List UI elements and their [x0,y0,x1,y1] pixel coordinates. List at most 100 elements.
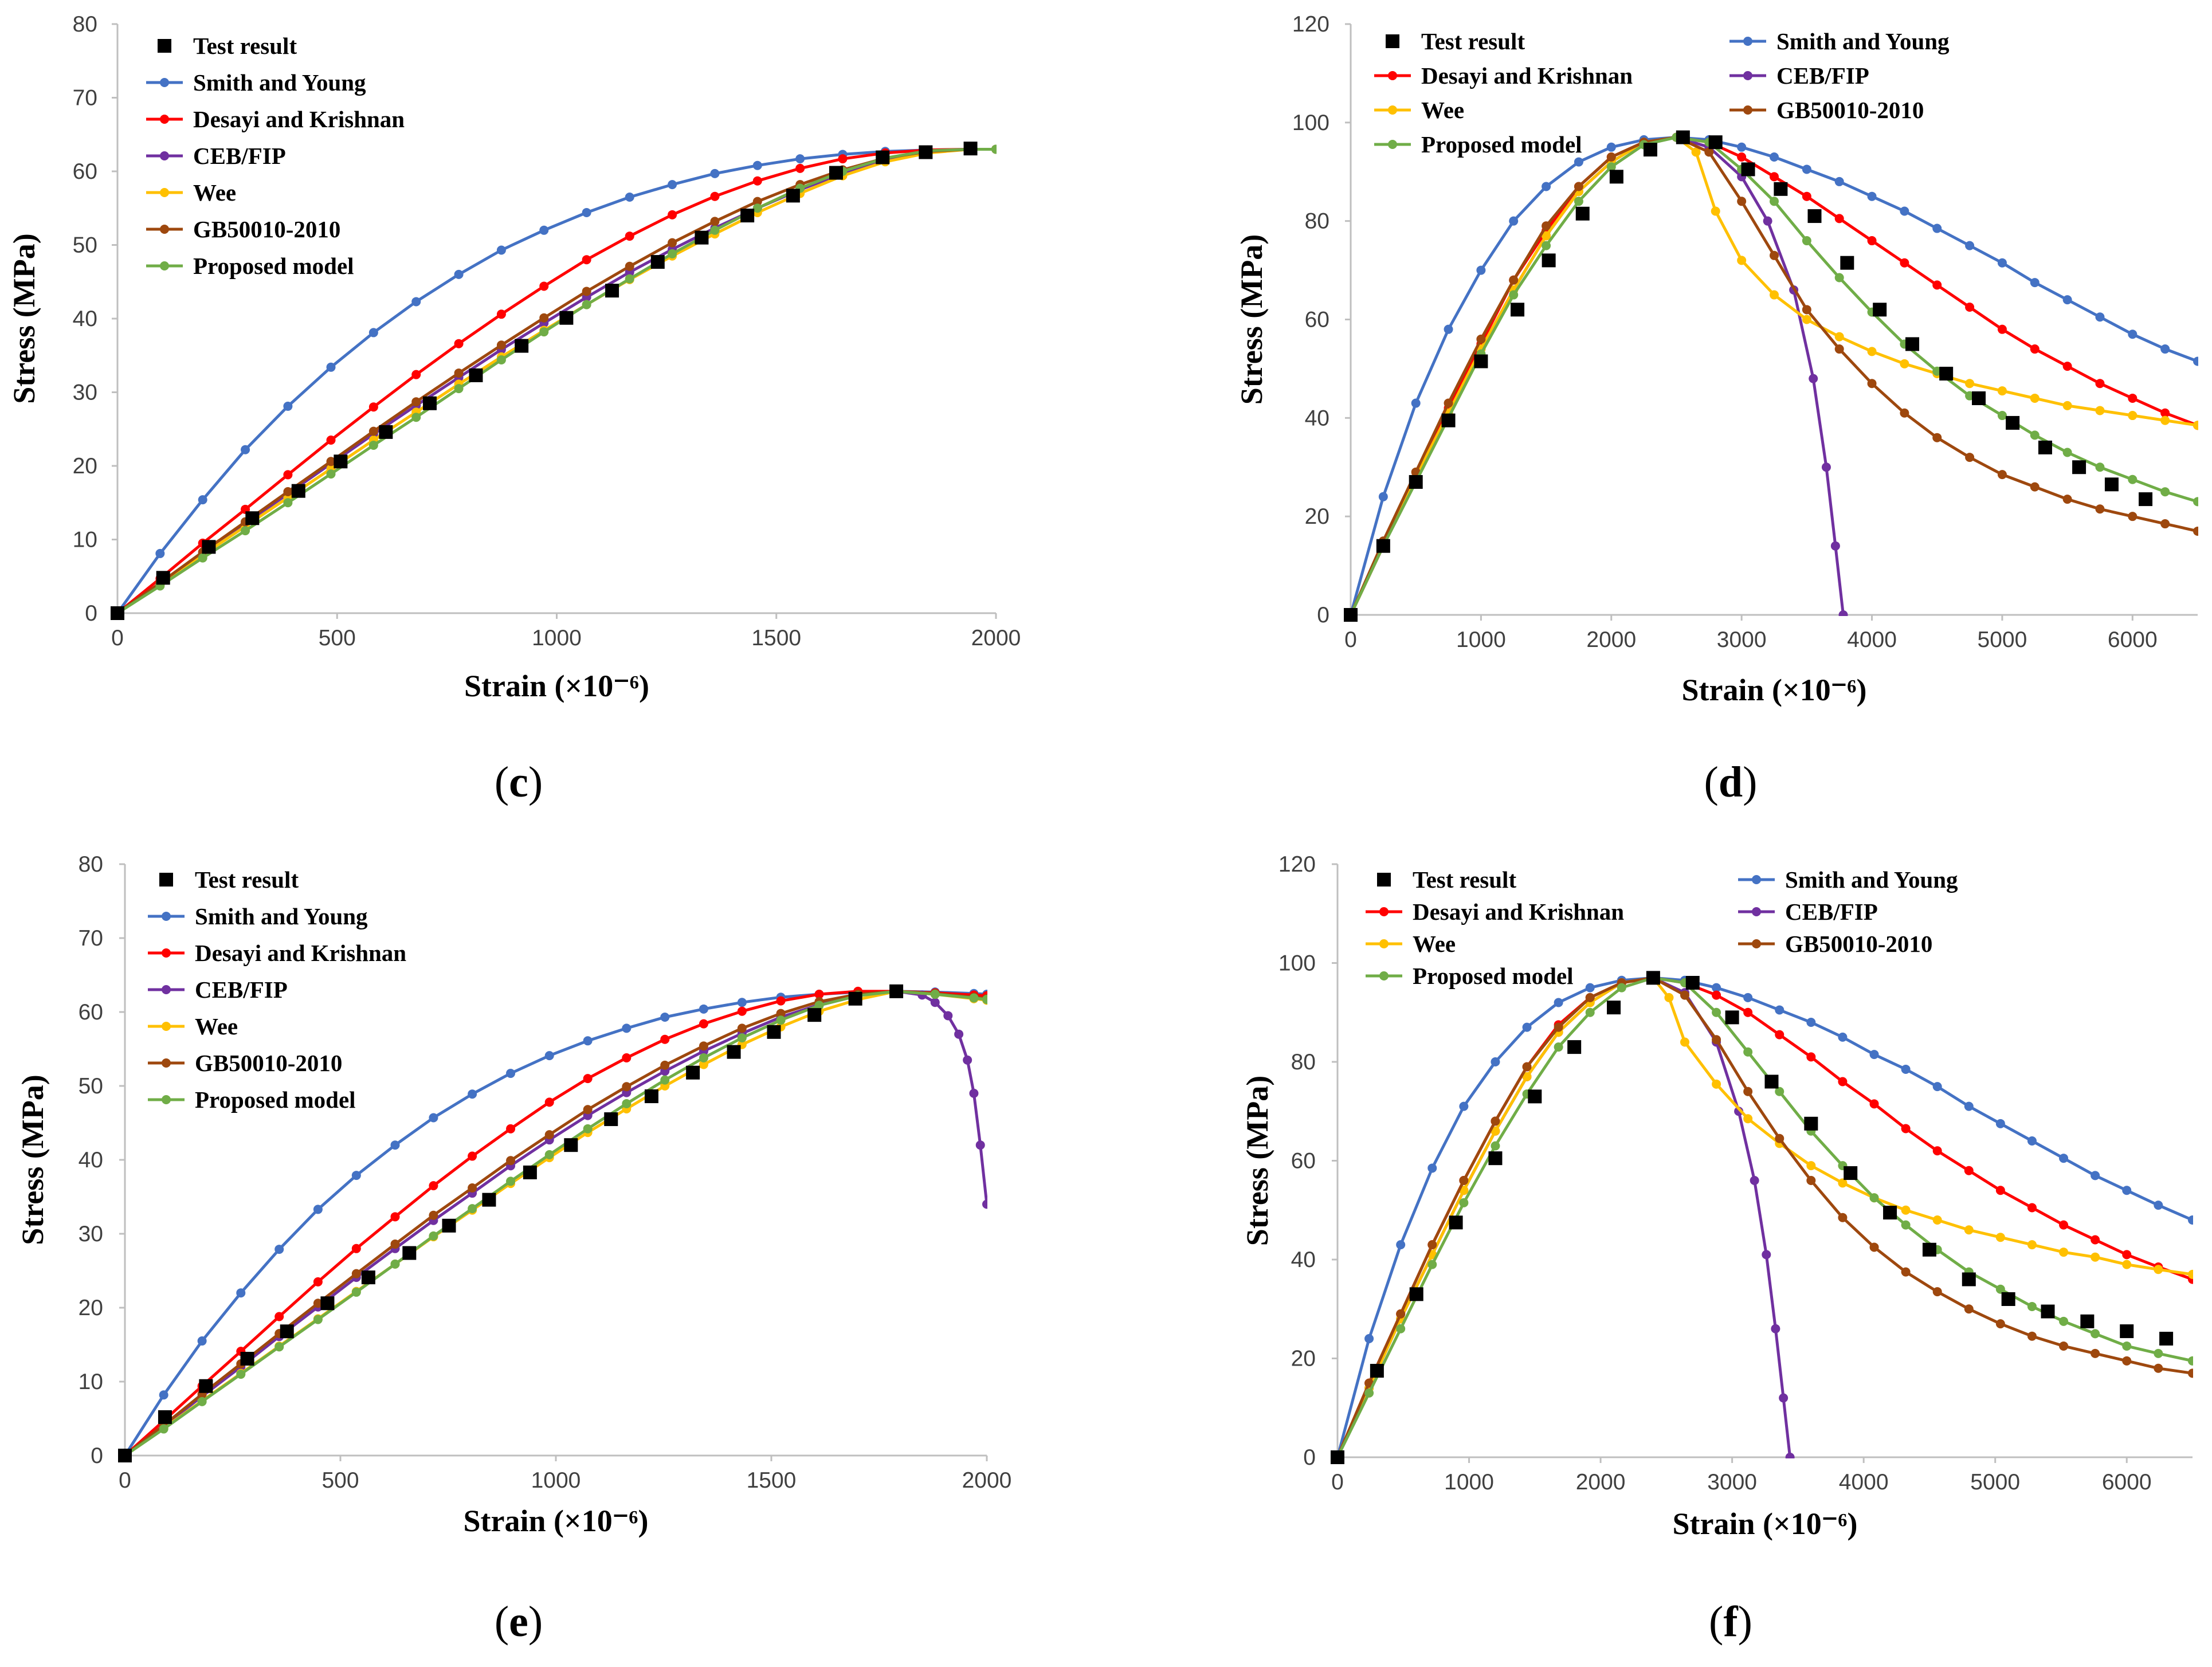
data-point-proposed-model [274,1342,284,1352]
data-point-desayi-and-krishnan [660,1034,670,1044]
data-point-desayi-and-krishnan [539,281,549,291]
data-point-test-result [245,511,260,525]
data-point-gb50010-2010 [326,457,336,466]
data-point-gb50010-2010 [2122,1356,2132,1366]
data-point-gb50010-2010 [2160,519,2170,529]
y-tick-label: 80 [1291,1050,1316,1074]
data-point-test-result [1873,303,1887,317]
legend-marker [1377,873,1391,887]
data-point-smith-and-young [795,154,805,164]
data-point-test-result [650,255,665,269]
y-tick-label: 30 [79,1222,103,1246]
data-point-test-result [334,454,348,469]
legend-item-test-result: Test result [158,33,297,59]
y-tick-label: 100 [1278,951,1316,976]
y-tick-label: 60 [1291,1149,1316,1174]
data-point-proposed-model [429,1231,438,1241]
data-point-proposed-model [2062,448,2072,457]
data-point-gb50010-2010 [351,1269,361,1278]
data-point-desayi-and-krishnan [1834,214,1844,223]
data-point-gb50010-2010 [1444,398,1453,408]
series-line-gb50010-2010 [1351,136,2198,616]
data-point-smith-and-young [1932,223,1942,233]
x-tick-label: 1000 [531,1468,581,1493]
data-point-ceb-fip [1763,216,1772,226]
data-point-proposed-model [468,1204,477,1214]
data-point-proposed-model [390,1259,400,1269]
data-point-smith-and-young [1427,1163,1437,1173]
data-point-test-result [1708,135,1723,150]
data-point-smith-and-young [429,1113,438,1123]
data-point-test-result [1905,337,1920,351]
data-point-test-result [559,311,574,325]
data-point-test-result [1331,1450,1344,1464]
data-point-gb50010-2010 [582,287,591,296]
legend-label: Desayi and Krishnan [1421,62,1633,89]
data-point-smith-and-young [1932,1082,1942,1092]
y-tick-label: 0 [85,601,97,626]
series-line-desayi-and-krishnan [1351,136,2198,616]
data-point-proposed-model [544,1150,554,1159]
data-point-proposed-model [198,553,207,563]
data-point-smith-and-young [2091,1171,2100,1180]
data-point-test-result [1511,303,1525,317]
data-point-gb50010-2010 [752,197,762,206]
y-tick-label: 0 [1317,603,1329,627]
legend-label: CEB/FIP [1785,899,1878,925]
data-point-desayi-and-krishnan [752,176,762,186]
data-point-wee [1834,332,1844,342]
data-point-desayi-and-krishnan [795,163,805,173]
data-point-desayi-and-krishnan [496,309,506,319]
legend-label: Smith and Young [1785,866,1958,893]
data-point-desayi-and-krishnan [368,402,378,412]
data-point-desayi-and-krishnan [1743,1007,1753,1017]
data-point-desayi-and-krishnan [313,1277,323,1286]
data-point-test-result [807,1008,822,1022]
data-point-wee [1712,1079,1721,1089]
data-point-desayi-and-krishnan [1932,280,1942,290]
legend-marker [162,1095,171,1104]
data-point-smith-and-young [198,495,207,505]
data-point-proposed-model [1396,1324,1406,1333]
data-point-gb50010-2010 [1396,1309,1406,1319]
data-point-test-result [876,150,890,164]
data-point-test-result [1344,608,1358,622]
data-point-smith-and-young [2059,1154,2069,1163]
data-point-test-result [469,368,483,382]
data-point-wee [1965,379,1975,389]
data-point-smith-and-young [1585,983,1595,993]
data-point-wee [1802,315,1811,324]
legend-marker [1743,37,1752,46]
data-point-smith-and-young [236,1288,246,1298]
data-point-smith-and-young [283,401,293,411]
data-point-desayi-and-krishnan [1997,324,2007,334]
data-point-gb50010-2010 [496,340,506,350]
legend-label: Test result [1413,866,1516,893]
series-test-result [1331,971,2174,1464]
data-point-test-result [2041,1304,2055,1319]
data-point-desayi-and-krishnan [411,370,421,379]
series-line-smith-and-young [1338,976,2193,1458]
data-point-smith-and-young [1574,157,1583,167]
x-tick-label: 1500 [751,626,801,650]
data-point-test-result [963,142,978,156]
data-point-proposed-model [1869,1193,1879,1203]
y-tick-label: 50 [73,233,97,258]
data-point-test-result [291,484,305,498]
legend-marker [162,912,171,921]
data-point-desayi-and-krishnan [1806,1052,1816,1062]
data-point-gb50010-2010 [368,426,378,436]
series-gb50010-2010 [1351,132,2198,616]
data-point-smith-and-young [1509,216,1519,226]
data-point-proposed-model [1995,1284,2005,1294]
legend-marker [1379,907,1389,916]
chart-panel-e: 0 10 20 30 40 50 60 70 80 0 500 1000 1500 2000 Strain … [15,852,1011,1646]
data-point-test-result [111,606,124,620]
data-point-proposed-model [2059,1316,2069,1326]
data-point-desayi-and-krishnan [1869,1099,1879,1109]
legend-label: Proposed model [1413,963,1574,989]
data-point-smith-and-young [1364,1334,1374,1343]
data-point-proposed-model [583,1124,593,1133]
legend-marker [1388,140,1397,149]
data-point-test-result [1607,1001,1621,1015]
